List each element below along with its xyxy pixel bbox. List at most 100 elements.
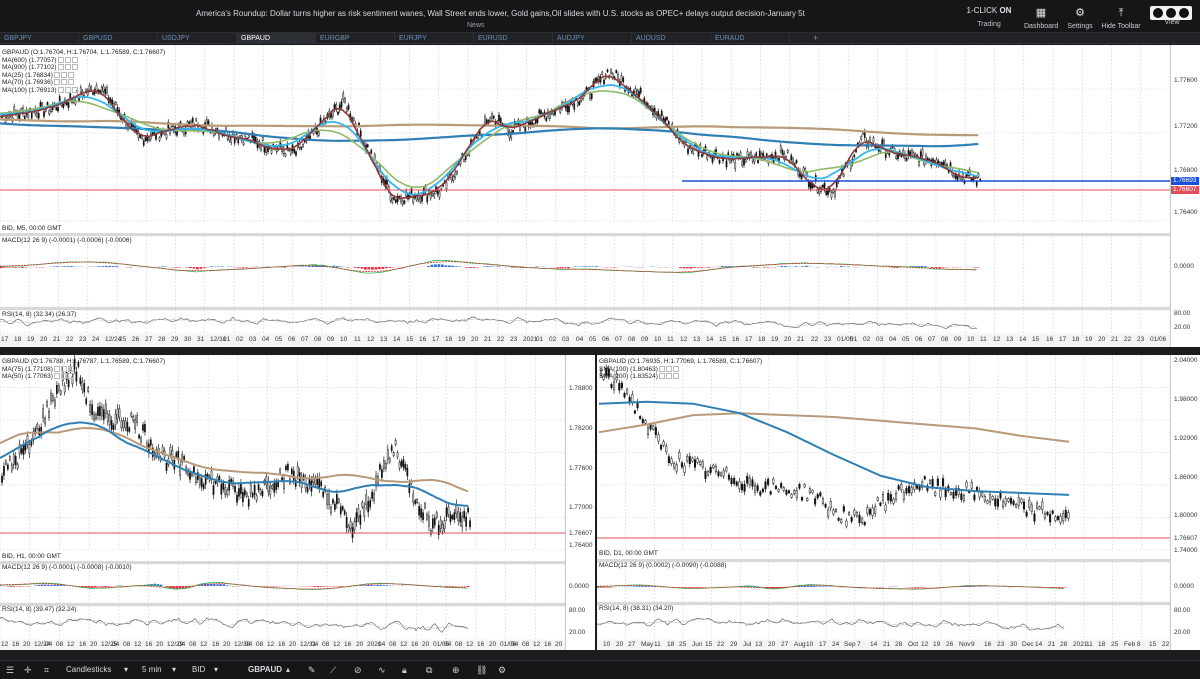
indicator-control-box[interactable] (53, 365, 60, 372)
indicator-legend-item[interactable]: MA(900) (1.77102) (2, 64, 165, 72)
crop-icon[interactable]: ⌗ (44, 665, 50, 675)
indicator-control-box[interactable] (57, 56, 64, 63)
link-icon[interactable]: ⛓ (476, 665, 488, 675)
tab-audjpy[interactable]: AUDJPY (553, 33, 632, 44)
indicator-control-box[interactable] (67, 365, 74, 372)
pen-icon[interactable]: ✎ (308, 665, 316, 675)
d1-macd-axis-tick: 0.0000 (1174, 583, 1194, 590)
indicator-legend-item[interactable]: MA(70) (1.76936) (2, 79, 165, 87)
indicator-control-box[interactable] (60, 71, 67, 78)
hide-drawings-icon[interactable]: ⊘ (354, 665, 362, 675)
indicator-control-box[interactable] (64, 64, 71, 71)
menu-icon[interactable]: ☰ (6, 665, 15, 675)
chart-d1-pane[interactable]: GBPAUD (O:1.76935, H:1.77069, L:1.76589,… (597, 355, 1170, 650)
settings-button[interactable]: ⚙ Settings (1066, 6, 1094, 30)
chart-type-caret-icon[interactable]: ▾ (124, 665, 129, 674)
timeframe-caret-icon[interactable]: ▾ (172, 665, 177, 674)
indicator-control-box[interactable] (665, 365, 672, 372)
chart-type-select[interactable]: Candlesticks (66, 665, 112, 674)
indicator-control-box[interactable] (53, 373, 60, 380)
indicator-legend-item[interactable]: MA(50) (1.77063) (2, 373, 165, 381)
time-axis-tick: 29 (730, 641, 738, 648)
indicator-control-box[interactable] (67, 373, 74, 380)
indicator-legend-item[interactable]: MA(600) (1.77057) (2, 57, 165, 65)
indicators-icon[interactable]: ∿ (378, 665, 386, 675)
indicator-control-box[interactable] (60, 79, 67, 86)
chart-d1-canvas[interactable] (597, 355, 1170, 650)
crosshair-icon[interactable]: ✛ (24, 665, 32, 675)
time-axis-tick: 19 (1085, 336, 1093, 343)
tab-eurusd[interactable]: EURUSD (474, 33, 553, 44)
tab-gbpusd[interactable]: GBPUSD (79, 33, 158, 44)
indicator-control-box[interactable] (71, 86, 78, 93)
price-axis-tick: 1.77600 (569, 465, 593, 472)
m5-price-axis[interactable]: 1.77600 1.77200 1.76800 1.76400 1.76693 1.766… (1170, 45, 1200, 347)
zoom-icon[interactable]: ⊕ (452, 665, 460, 675)
one-click-trading-toggle[interactable]: 1-CLICK ON Trading (964, 6, 1014, 28)
news-ticker[interactable]: America's Roundup: Dollar turns higher a… (196, 9, 805, 18)
symbol-select[interactable]: GBPAUD (248, 665, 283, 674)
d1-price-axis[interactable]: 2.04000 1.98000 1.92000 1.86000 1.80000 1.766… (1170, 355, 1200, 650)
time-axis-tick: 02 (236, 336, 244, 343)
indicator-legend-item[interactable]: SMA(200) (1.83524) (599, 373, 762, 381)
indicator-control-box[interactable] (67, 79, 74, 86)
timeframe-select[interactable]: 5 min (142, 665, 162, 674)
h1-candle-body (54, 399, 56, 407)
tab-eurgbp[interactable]: EURGBP (316, 33, 395, 44)
chart-h1-canvas[interactable] (0, 355, 565, 650)
add-tab-button[interactable]: + (813, 33, 819, 43)
chart-m5-pane[interactable]: GBPAUD (O:1.76704, H:1.76704, L:1.76589,… (0, 45, 1170, 347)
symbol-caret-icon[interactable]: ▴ (286, 665, 291, 674)
indicator-control-box[interactable] (665, 373, 672, 380)
h1-macd-histogram-bar (37, 585, 41, 586)
tab-gbpjpy[interactable]: GBPJPY (0, 33, 79, 44)
h1-price-axis[interactable]: 1.78800 1.78200 1.77600 1.77000 1.76607 1.764… (565, 355, 595, 650)
chart-m5-canvas[interactable] (0, 45, 1170, 347)
indicator-legend-item[interactable]: MA(100) (1.76913) (2, 87, 165, 95)
tab-eurjpy[interactable]: EURJPY (395, 33, 474, 44)
layout-icon[interactable]: ⧉ (426, 665, 433, 675)
indicator-control-box[interactable] (672, 365, 679, 372)
indicator-control-box[interactable] (67, 71, 74, 78)
m5-macd-histogram-bar (434, 264, 437, 267)
indicator-control-box[interactable] (57, 64, 64, 71)
view-button[interactable]: View (1160, 16, 1184, 26)
indicator-control-box[interactable] (53, 71, 60, 78)
h1-macd-histogram-bar (184, 586, 188, 589)
price-side-select[interactable]: BID (192, 665, 206, 674)
d1-candle-body (994, 498, 997, 507)
price-axis-tick: 1.77600 (1174, 77, 1198, 84)
d1-macd-histogram-bar (1063, 587, 1067, 588)
indicator-legend-text: SMA(100) (1.80463) (599, 365, 658, 373)
indicator-legend-item[interactable]: SMA(100) (1.80463) (599, 366, 762, 374)
indicator-control-box[interactable] (64, 86, 71, 93)
indicator-control-box[interactable] (672, 373, 679, 380)
drawing-tools-icon[interactable]: ⟋ (330, 665, 337, 675)
tab-euraud[interactable]: EURAUD (711, 33, 790, 44)
h1-candle-body (112, 424, 115, 430)
tab-usdjpy[interactable]: USDJPY (158, 33, 237, 44)
m5-candle-body (165, 134, 168, 139)
indicator-control-box[interactable] (658, 365, 665, 372)
tab-audusd[interactable]: AUDUSD (632, 33, 711, 44)
price-side-caret-icon[interactable]: ▾ (214, 665, 219, 674)
chart-h1-pane[interactable]: GBPAUD (O:1.76788, H:1.76787, L:1.76589,… (0, 355, 565, 650)
d1-rsi-signal-line (597, 618, 1065, 630)
indicator-control-box[interactable] (71, 64, 78, 71)
h1-candle-body (97, 406, 99, 416)
dashboard-button[interactable]: ▦ Dashboard (1024, 6, 1058, 30)
hide-toolbar-button[interactable]: ⤒ Hide Toolbar (1101, 6, 1141, 30)
indicator-control-box[interactable] (60, 365, 67, 372)
lock-icon[interactable]: 🔒︎ (402, 665, 407, 675)
indicator-legend-item[interactable]: MA(75) (1.77108) (2, 366, 165, 374)
tab-gbpaud[interactable]: GBPAUD (237, 33, 316, 44)
indicator-control-box[interactable] (64, 56, 71, 63)
indicator-control-box[interactable] (57, 86, 64, 93)
indicator-control-box[interactable] (71, 56, 78, 63)
h1-candle-body (355, 512, 358, 523)
indicator-control-box[interactable] (60, 373, 67, 380)
chart-settings-icon[interactable]: ⚙ (498, 665, 507, 675)
indicator-control-box[interactable] (658, 373, 665, 380)
indicator-control-box[interactable] (53, 79, 60, 86)
indicator-legend-item[interactable]: MA(25) (1.76834) (2, 72, 165, 80)
